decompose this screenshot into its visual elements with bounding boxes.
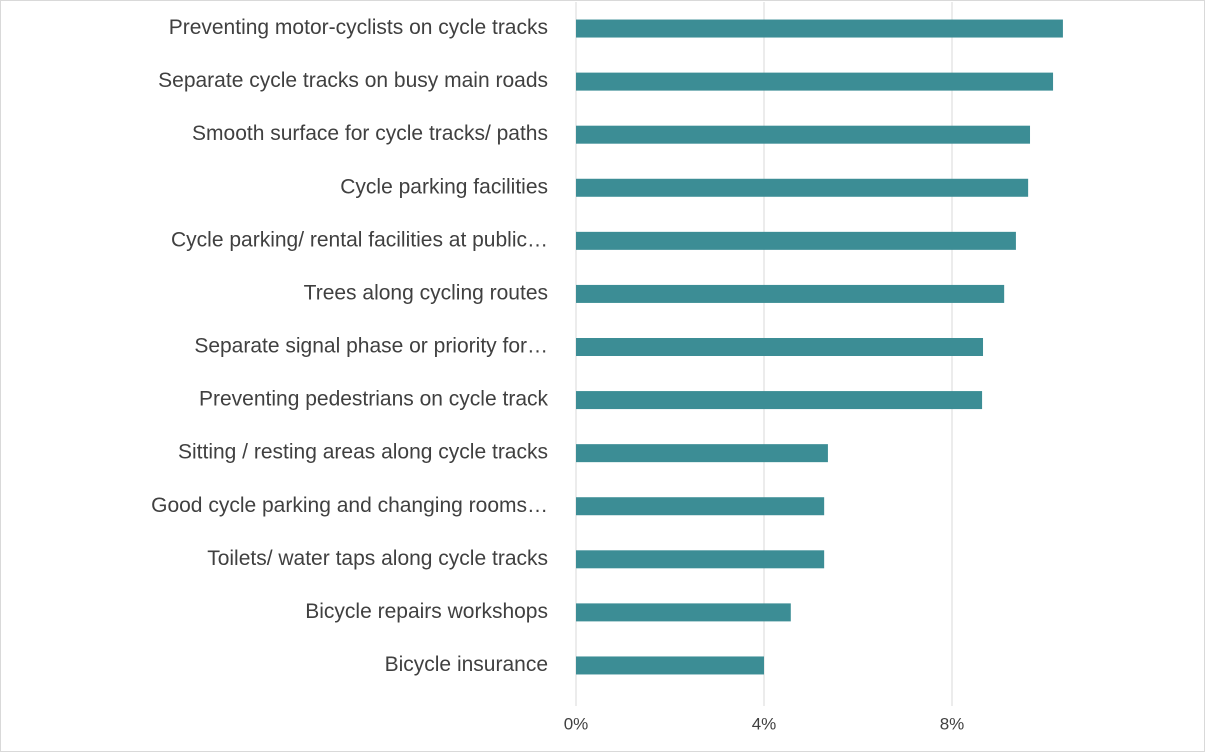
bar (576, 603, 791, 622)
bar (576, 444, 828, 463)
x-tick-label: 4% (752, 714, 777, 733)
bar (576, 338, 984, 356)
y-tick-label: Sitting / resting areas along cycle trac… (178, 441, 548, 464)
y-tick-label: Bicycle insurance (385, 653, 548, 676)
y-tick-label: Trees along cycling routes (304, 281, 548, 304)
bar (576, 497, 825, 516)
bar (576, 656, 764, 675)
y-tick-label: Bicycle repairs workshops (305, 600, 548, 623)
bar (576, 231, 1016, 250)
y-tick-label: Separate cycle tracks on busy main roads (158, 69, 548, 92)
y-tick-label: Preventing pedestrians on cycle track (199, 388, 549, 411)
bar (576, 178, 1029, 197)
bar (576, 391, 983, 410)
x-tick-label: 0% (564, 714, 589, 733)
bar (576, 19, 1063, 38)
bar (576, 72, 1054, 91)
y-tick-label: Separate signal phase or priority for… (194, 335, 548, 358)
y-tick-label: Toilets/ water taps along cycle tracks (207, 547, 548, 570)
bar (576, 125, 1031, 144)
bar (576, 550, 825, 569)
y-tick-label: Preventing motor-cyclists on cycle track… (169, 16, 548, 39)
y-tick-label: Smooth surface for cycle tracks/ paths (192, 122, 548, 145)
x-tick-label: 8% (940, 714, 965, 733)
y-tick-label: Good cycle parking and changing rooms… (151, 494, 548, 517)
bar (576, 284, 1005, 303)
y-tick-label: Cycle parking/ rental facilities at publ… (171, 228, 548, 251)
y-tick-label: Cycle parking facilities (340, 175, 548, 198)
